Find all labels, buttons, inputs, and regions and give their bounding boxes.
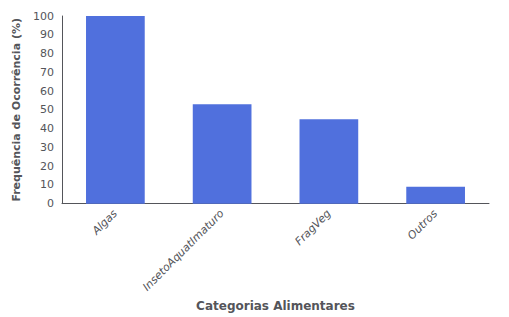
svg-text:80: 80	[40, 47, 54, 60]
svg-text:90: 90	[40, 28, 54, 41]
svg-text:Frequência de Ocorrência (%): Frequência de Ocorrência (%)	[10, 18, 23, 202]
svg-text:100: 100	[33, 10, 54, 23]
svg-text:InsetoAquatImaturo: InsetoAquatImaturo	[140, 207, 227, 294]
svg-text:20: 20	[40, 160, 54, 173]
svg-text:40: 40	[40, 122, 54, 135]
svg-text:FragVeg: FragVeg	[292, 207, 333, 248]
svg-text:10: 10	[40, 178, 54, 191]
svg-text:Algas: Algas	[89, 207, 120, 238]
svg-text:Outros: Outros	[405, 207, 440, 242]
svg-text:0: 0	[47, 197, 54, 210]
svg-text:Categorias Alimentares: Categorias Alimentares	[196, 299, 355, 313]
svg-text:50: 50	[40, 103, 54, 116]
svg-text:30: 30	[40, 141, 54, 154]
svg-text:70: 70	[40, 66, 54, 79]
svg-text:60: 60	[40, 85, 54, 98]
